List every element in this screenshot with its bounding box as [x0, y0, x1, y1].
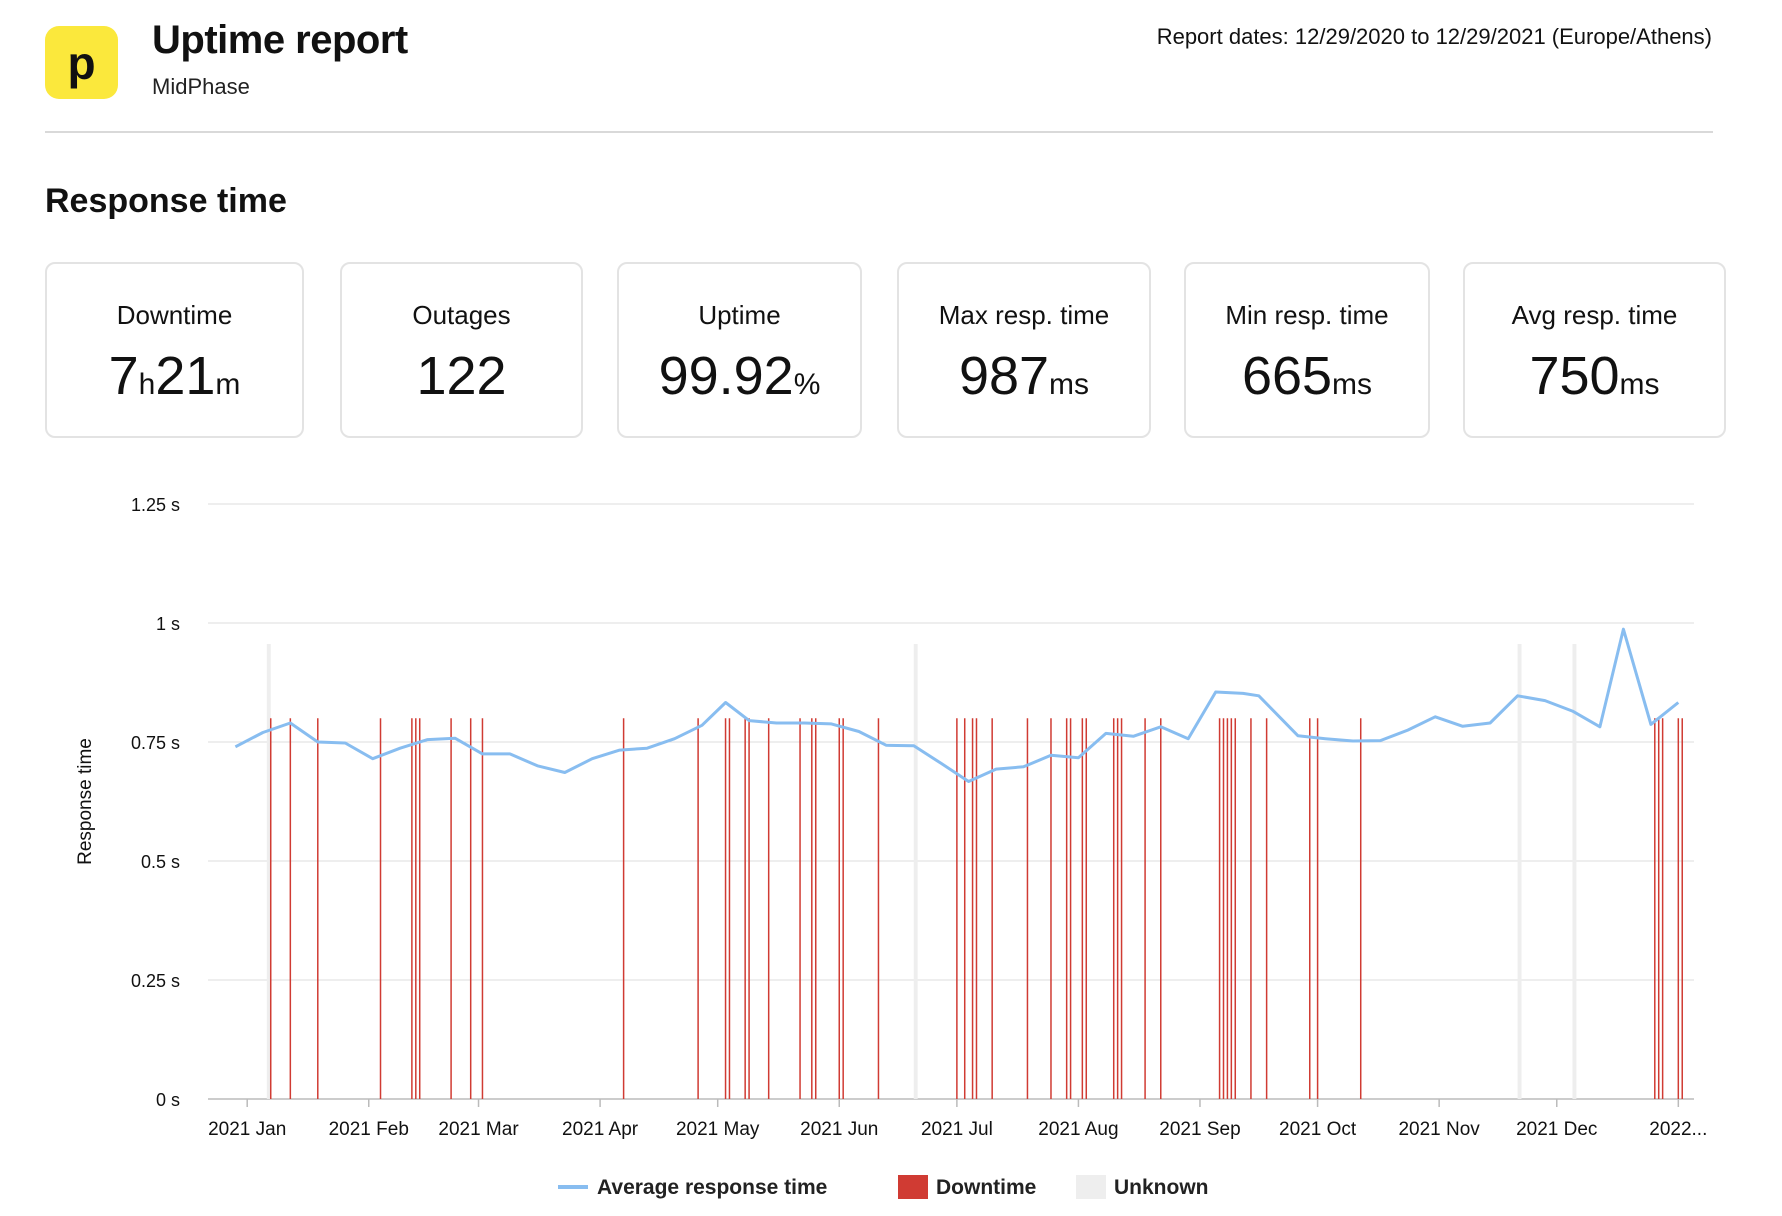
stat-number: 987 [958, 346, 1050, 406]
legend-label: Downtime [936, 1176, 1036, 1199]
stat-value: 750ms [1465, 345, 1724, 407]
y-tick-label: 1 s [156, 614, 180, 634]
stat-unit: ms [1619, 368, 1660, 401]
legend-label: Average response time [597, 1176, 827, 1199]
stat-value: 665ms [1186, 345, 1428, 407]
unknown-range [1517, 644, 1522, 1099]
stat-unit: m [215, 368, 241, 401]
section-title: Response time [45, 182, 287, 220]
stat-number: 122 [416, 346, 507, 406]
unknown-range [1572, 644, 1577, 1099]
y-tick-label: 1.25 s [131, 495, 180, 515]
x-tick-label: 2021 Jul [921, 1119, 993, 1140]
stat-label: Outages [412, 300, 511, 330]
stat-card-avg-resp-time: Avg resp. time 750ms [1463, 262, 1726, 438]
report-dates: Report dates: 12/29/2020 to 12/29/2021 (… [1156, 24, 1712, 49]
x-tick-label: 2021 Feb [329, 1119, 409, 1140]
stat-label: Avg resp. time [1511, 300, 1678, 330]
x-tick-label: 2021 Nov [1398, 1119, 1480, 1140]
monitor-name: MidPhase [152, 74, 250, 99]
x-tick-label: 2022... [1649, 1119, 1707, 1140]
stat-label: Uptime [698, 300, 781, 330]
unknown-range [913, 644, 918, 1099]
stat-label: Max resp. time [938, 300, 1110, 330]
stat-card-downtime: Downtime 7h21m [45, 262, 304, 438]
y-tick-label: 0 s [156, 1090, 180, 1110]
header-divider [45, 131, 1713, 133]
y-axis-title: Response time [75, 738, 96, 865]
legend-downtime-swatch [898, 1175, 928, 1199]
x-tick-label: 2021 Jun [800, 1119, 878, 1140]
unknown-range [266, 644, 271, 1099]
stat-value: 99.92% [619, 345, 860, 407]
y-tick-label: 0.25 s [131, 971, 180, 991]
stat-value: 122 [342, 345, 581, 407]
x-tick-label: 2021 Oct [1279, 1119, 1357, 1140]
stat-number: 7 [108, 346, 139, 406]
x-tick-label: 2021 Mar [438, 1119, 519, 1140]
stat-number: 99.92 [658, 346, 794, 406]
x-tick-label: 2021 Aug [1038, 1119, 1118, 1140]
stat-unit: h [138, 368, 156, 401]
stat-number: 665 [1241, 346, 1333, 406]
x-tick-label: 2021 May [676, 1119, 760, 1140]
y-tick-label: 0.5 s [141, 852, 180, 872]
x-tick-label: 2021 Jan [208, 1119, 286, 1140]
stat-card-outages: Outages 122 [340, 262, 583, 438]
logo-letter: p [67, 36, 96, 89]
x-tick-label: 2021 Dec [1516, 1119, 1597, 1140]
stat-label: Min resp. time [1225, 300, 1389, 330]
y-tick-label: 0.75 s [131, 733, 180, 753]
stat-unit: ms [1332, 368, 1373, 401]
stat-card-max-resp-time: Max resp. time 987ms [897, 262, 1151, 438]
stat-number: 750 [1529, 346, 1620, 406]
page-title: Uptime report [152, 18, 408, 62]
x-tick-label: 2021 Sep [1159, 1119, 1240, 1140]
stat-card-min-resp-time: Min resp. time 665ms [1184, 262, 1430, 438]
legend-label: Unknown [1114, 1176, 1209, 1199]
stat-value: 987ms [899, 345, 1149, 407]
stat-unit: ms [1049, 368, 1090, 401]
legend-unknown-swatch [1076, 1175, 1106, 1199]
stat-unit: % [793, 368, 821, 401]
x-tick-label: 2021 Apr [562, 1119, 639, 1140]
average-response-line [234, 627, 1680, 783]
stat-label: Downtime [116, 300, 233, 330]
stat-card-uptime: Uptime 99.92% [617, 262, 862, 438]
stat-value: 7h21m [47, 345, 302, 407]
stat-number: 21 [155, 346, 216, 406]
app-logo: p [45, 26, 118, 99]
